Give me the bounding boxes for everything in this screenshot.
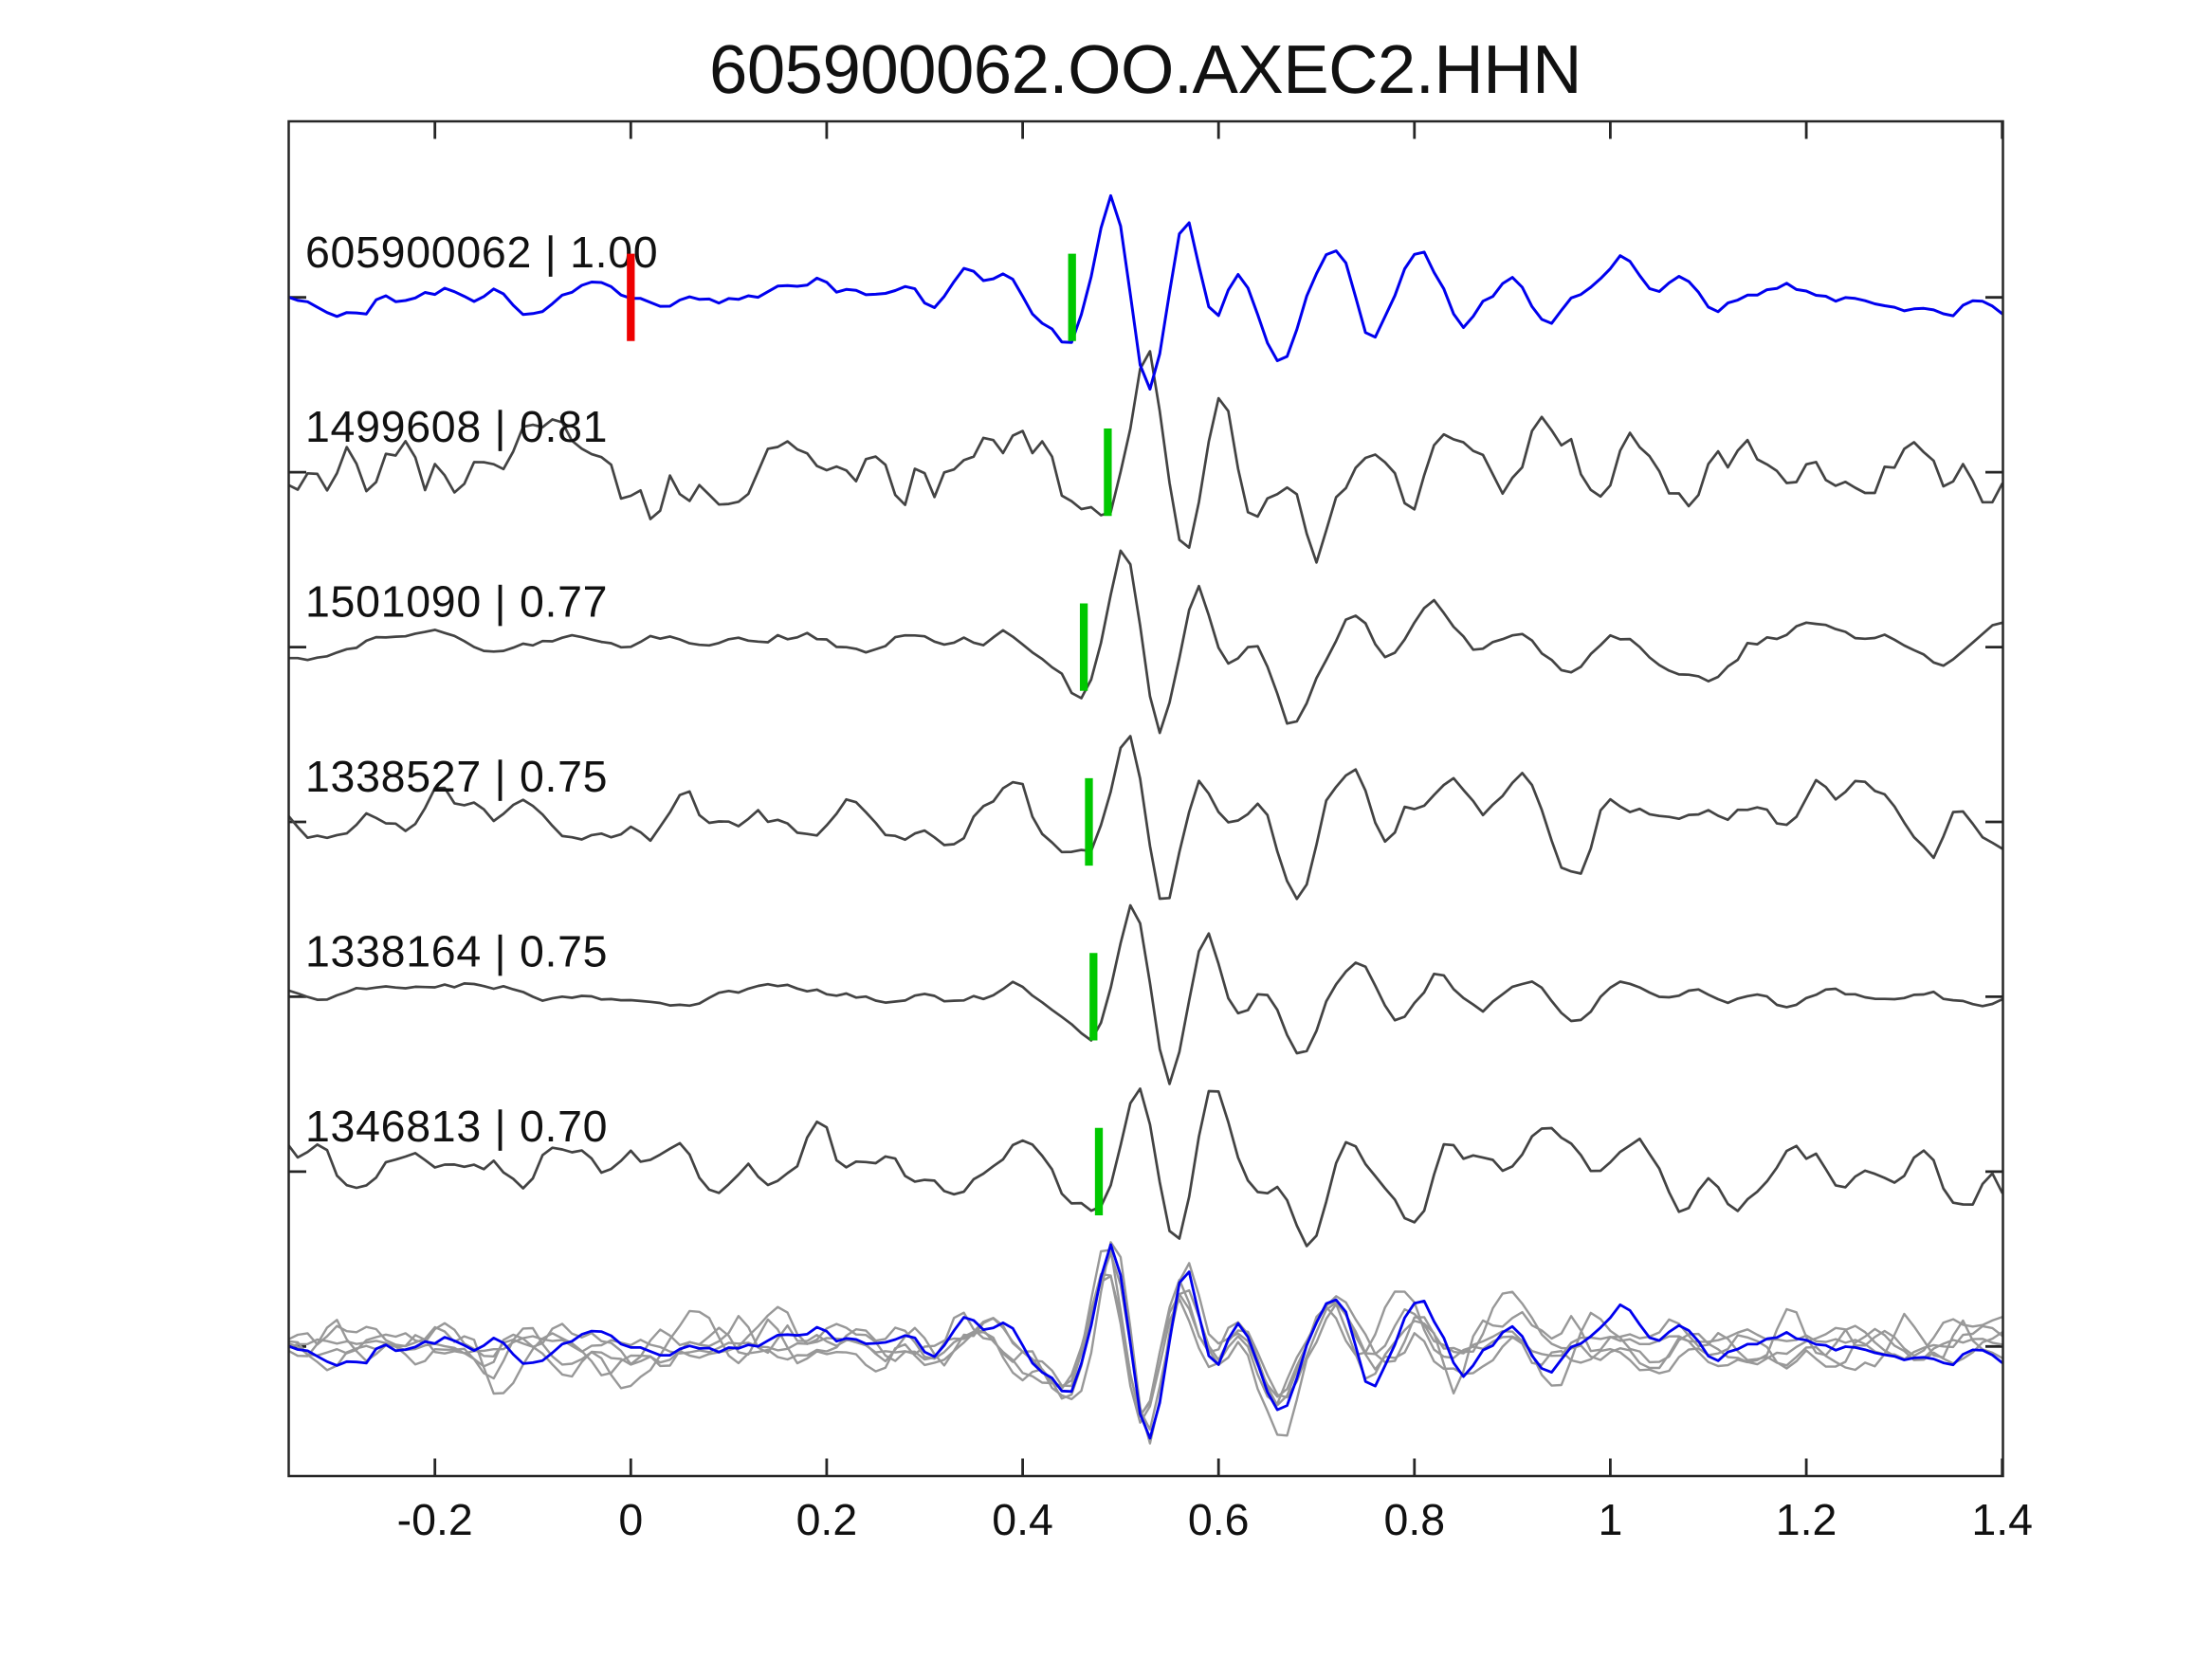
svg-text:1499608 | 0.81: 1499608 | 0.81 <box>305 402 608 451</box>
svg-text:1.4: 1.4 <box>1971 1495 2033 1544</box>
svg-text:0.4: 0.4 <box>992 1495 1053 1544</box>
svg-text:0.2: 0.2 <box>796 1495 858 1544</box>
svg-text:1338164 | 0.75: 1338164 | 0.75 <box>305 927 608 976</box>
svg-text:-0.2: -0.2 <box>397 1495 473 1544</box>
svg-text:605900062.OO.AXEC2.HHN: 605900062.OO.AXEC2.HHN <box>709 31 1581 108</box>
svg-text:1338527 | 0.75: 1338527 | 0.75 <box>305 752 608 801</box>
svg-text:605900062 | 1.00: 605900062 | 1.00 <box>305 228 658 277</box>
svg-text:1.2: 1.2 <box>1776 1495 1837 1544</box>
svg-text:1501090 | 0.77: 1501090 | 0.77 <box>305 577 608 627</box>
svg-text:1: 1 <box>1598 1495 1622 1544</box>
svg-text:0.8: 0.8 <box>1383 1495 1445 1544</box>
svg-text:0: 0 <box>618 1495 643 1544</box>
svg-text:0.6: 0.6 <box>1188 1495 1250 1544</box>
svg-text:1346813 | 0.70: 1346813 | 0.70 <box>305 1102 608 1151</box>
